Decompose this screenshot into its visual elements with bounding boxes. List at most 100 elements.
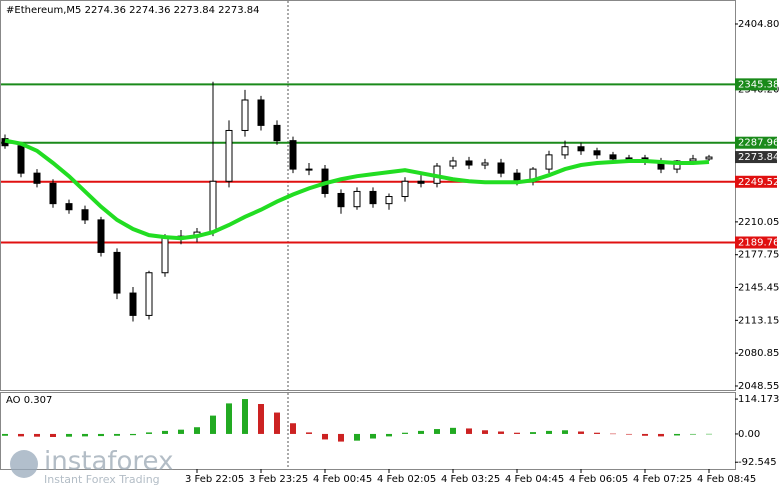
ao-title: AO 0.307 bbox=[6, 395, 52, 406]
candle-body bbox=[113, 251, 121, 294]
candle-body bbox=[689, 158, 697, 162]
ao-bar bbox=[258, 404, 264, 434]
ao-bar bbox=[386, 433, 392, 437]
candle-body bbox=[17, 145, 25, 174]
ao-bar bbox=[50, 433, 56, 437]
ao-panel bbox=[0, 392, 736, 470]
candle-body bbox=[33, 172, 41, 184]
ao-bar bbox=[290, 423, 296, 434]
ao-bar bbox=[530, 432, 536, 434]
x-tick-label: 3 Feb 23:25 bbox=[249, 474, 308, 485]
ao-bar bbox=[178, 429, 184, 434]
y-tick-label: 2113.15 bbox=[738, 315, 779, 326]
candle-body bbox=[369, 190, 377, 205]
logo bbox=[10, 450, 38, 478]
level-label-box bbox=[735, 78, 777, 91]
ao-bar bbox=[642, 433, 648, 436]
candle-body bbox=[209, 180, 217, 233]
ao-bar bbox=[434, 429, 440, 434]
ao-bar bbox=[210, 415, 216, 434]
candle-body bbox=[385, 196, 393, 205]
candle-body bbox=[561, 146, 569, 156]
candle-body bbox=[625, 157, 633, 160]
y-tick-label: 2048.55 bbox=[738, 381, 779, 392]
candle-body bbox=[593, 150, 601, 156]
candle-body bbox=[705, 156, 713, 160]
level-label-box bbox=[735, 136, 777, 149]
ao-bar bbox=[594, 432, 600, 434]
ao-bar bbox=[482, 430, 488, 434]
ao-bar bbox=[498, 431, 504, 434]
main-panel bbox=[0, 0, 736, 391]
level-label: 2189.76 bbox=[738, 237, 779, 248]
candle-body bbox=[145, 272, 153, 316]
ao-bar bbox=[674, 433, 680, 436]
x-tick-label: 4 Feb 00:45 bbox=[313, 474, 372, 485]
ao-bar bbox=[402, 432, 408, 434]
y-tick-label: -92.545 bbox=[738, 457, 777, 468]
y-tick-label: 2210.05 bbox=[738, 217, 779, 228]
price-label: 2273.84 bbox=[738, 152, 779, 163]
y-tick-label: 114.173 bbox=[738, 394, 779, 405]
ao-bar bbox=[466, 428, 472, 434]
y-tick-label: 2404.80 bbox=[738, 19, 779, 30]
candle-body bbox=[353, 190, 361, 208]
candle-body bbox=[273, 124, 281, 142]
candle-body bbox=[97, 219, 105, 253]
ao-bar bbox=[690, 433, 696, 435]
candle-body bbox=[161, 236, 169, 274]
candle-body bbox=[65, 203, 73, 211]
price-label-box bbox=[735, 151, 777, 164]
y-tick-label: 2080.85 bbox=[738, 348, 779, 359]
candle-body bbox=[577, 146, 585, 152]
tagline: Instant Forex Trading bbox=[44, 473, 160, 486]
ao-bar bbox=[18, 433, 24, 437]
candle-body bbox=[289, 140, 297, 170]
ao-bar bbox=[450, 427, 456, 434]
candle-body bbox=[49, 182, 57, 205]
candle-body bbox=[305, 168, 313, 171]
x-tick-label: 3 Feb 22:05 bbox=[185, 474, 244, 485]
level-label-box bbox=[735, 175, 777, 188]
ao-bar bbox=[562, 430, 568, 434]
y-tick-label: 2145.45 bbox=[738, 283, 779, 294]
ao-bar bbox=[194, 427, 200, 434]
candle-body bbox=[481, 162, 489, 166]
ao-bar bbox=[306, 432, 312, 434]
ao-bar bbox=[66, 433, 72, 437]
x-tick-label: 4 Feb 07:25 bbox=[633, 474, 692, 485]
candle-body bbox=[81, 209, 89, 221]
y-tick-label: 0.00 bbox=[738, 429, 760, 440]
candle-body bbox=[401, 180, 409, 198]
ao-bar bbox=[274, 412, 280, 434]
level-label: 2249.52 bbox=[738, 177, 779, 188]
x-tick-label: 4 Feb 08:45 bbox=[697, 474, 756, 485]
candle-body bbox=[417, 180, 425, 184]
ao-bar bbox=[242, 399, 248, 434]
watermark: instaforex Instant Forex Trading bbox=[10, 447, 173, 486]
ao-bar bbox=[578, 431, 584, 434]
ao-bar bbox=[338, 433, 344, 442]
brand: instaforex bbox=[44, 447, 173, 477]
candle-body bbox=[337, 192, 345, 208]
x-tick-label: 4 Feb 06:05 bbox=[569, 474, 628, 485]
level-label: 2287.96 bbox=[738, 138, 779, 149]
candle-body bbox=[465, 160, 473, 166]
x-tick-label: 4 Feb 03:25 bbox=[441, 474, 500, 485]
ao-bar bbox=[610, 433, 616, 435]
candle-body bbox=[241, 99, 249, 131]
candle-body bbox=[497, 162, 505, 174]
candle-body bbox=[225, 129, 233, 182]
ao-bar bbox=[98, 433, 104, 437]
ao-bar bbox=[658, 433, 664, 437]
ao-bar bbox=[2, 433, 8, 436]
candle-body bbox=[129, 292, 137, 316]
level-label-box bbox=[735, 236, 777, 249]
ao-bar bbox=[546, 430, 552, 434]
ao-bar bbox=[162, 430, 168, 434]
ao-bar bbox=[34, 433, 40, 437]
ao-bar bbox=[514, 432, 520, 434]
x-tick-label: 4 Feb 04:45 bbox=[505, 474, 564, 485]
ao-bar bbox=[322, 433, 328, 440]
